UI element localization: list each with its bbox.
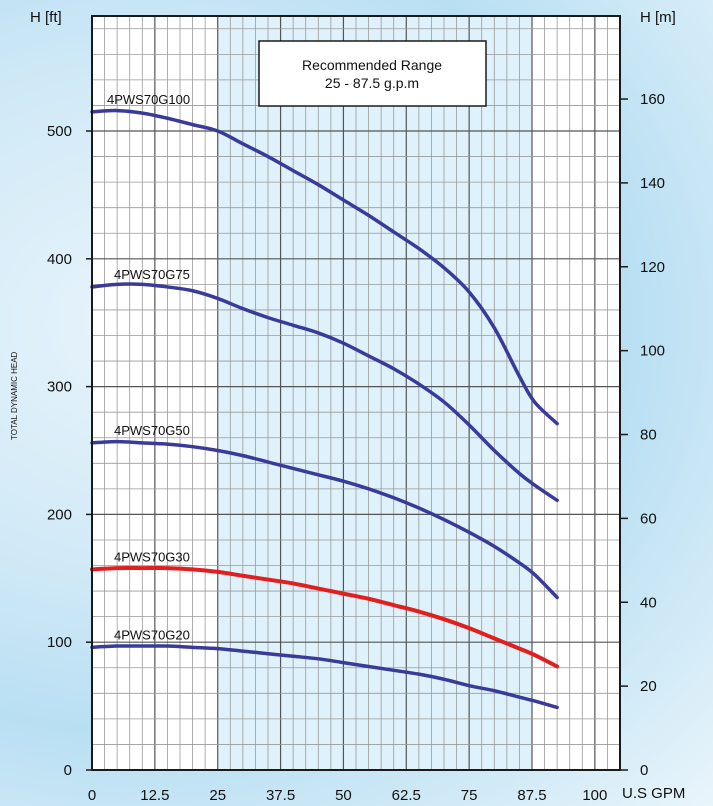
series-label-4pws70g75: 4PWS70G75 [114,267,190,282]
series-label-4pws70g20: 4PWS70G20 [114,627,190,642]
series-line-4pws70g30 [90,565,560,669]
series-label-4pws70g100: 4PWS70G100 [107,92,190,107]
curves [90,108,560,710]
y2-tick-label: 40 [640,594,657,611]
y2-tick-label: 120 [640,259,665,276]
y2-tick-label: 140 [640,175,665,192]
series-labels: 4PWS70G100 4PWS70G75 4PWS70G50 4PWS70G30 4PW… [107,92,190,642]
x-axis-title: U.S GPM [622,785,685,802]
y2-tick-label: 60 [640,510,657,527]
recommended-range-band [217,16,532,770]
x-tick-label: 75 [461,787,478,804]
x-tick-label: 87.5 [517,787,546,804]
y2-tick-label: 160 [640,91,665,108]
series-line-4pws70g100 [90,108,559,426]
y-axis-ticks: 0 100 200 300 400 500 [47,123,92,779]
series-line-4pws70g75 [90,282,559,503]
y-tick-label: 400 [47,251,72,268]
x-tick-label: 12.5 [140,787,169,804]
y-tick-label: 300 [47,379,72,396]
x-axis-ticks: 0 12.5 25 37.5 50 62.5 75 87.5 100 [88,787,608,804]
x-tick-label: 100 [582,787,607,804]
y2-axis-title: H [m] [640,9,676,26]
plot-frame [91,15,621,771]
y-tick-label: 500 [47,123,72,140]
y-tick-label: 100 [47,634,72,651]
y2-axis-ticks: 0 20 40 60 80 100 120 140 160 [620,91,665,779]
series-line-4pws70g20 [90,644,559,710]
side-title: TOTAL DYNAMIC HEAD [10,351,19,440]
series-line-4pws70g50 [90,439,559,600]
series-label-4pws70g50: 4PWS70G50 [114,423,190,438]
y2-tick-label: 100 [640,343,665,360]
y-tick-label: 0 [64,762,72,779]
y-axis-title: H [ft] [30,9,62,26]
x-tick-label: 0 [88,787,96,804]
annotation-box [258,40,487,107]
recommended-range-annotation: Recommended Range 25 - 87.5 g.p.m [258,40,487,107]
y-tick-label: 200 [47,506,72,523]
series-label-4pws70g30: 4PWS70G30 [114,549,190,564]
y2-tick-label: 80 [640,427,657,444]
annotation-line2: 25 - 87.5 g.p.m [325,75,419,91]
x-tick-label: 25 [209,787,226,804]
annotation-line1: Recommended Range [302,57,442,73]
x-tick-label: 37.5 [266,787,295,804]
y2-tick-label: 20 [640,678,657,695]
x-tick-label: 62.5 [392,787,421,804]
grid [92,16,620,770]
x-tick-label: 50 [335,787,352,804]
y2-tick-label: 0 [640,762,648,779]
